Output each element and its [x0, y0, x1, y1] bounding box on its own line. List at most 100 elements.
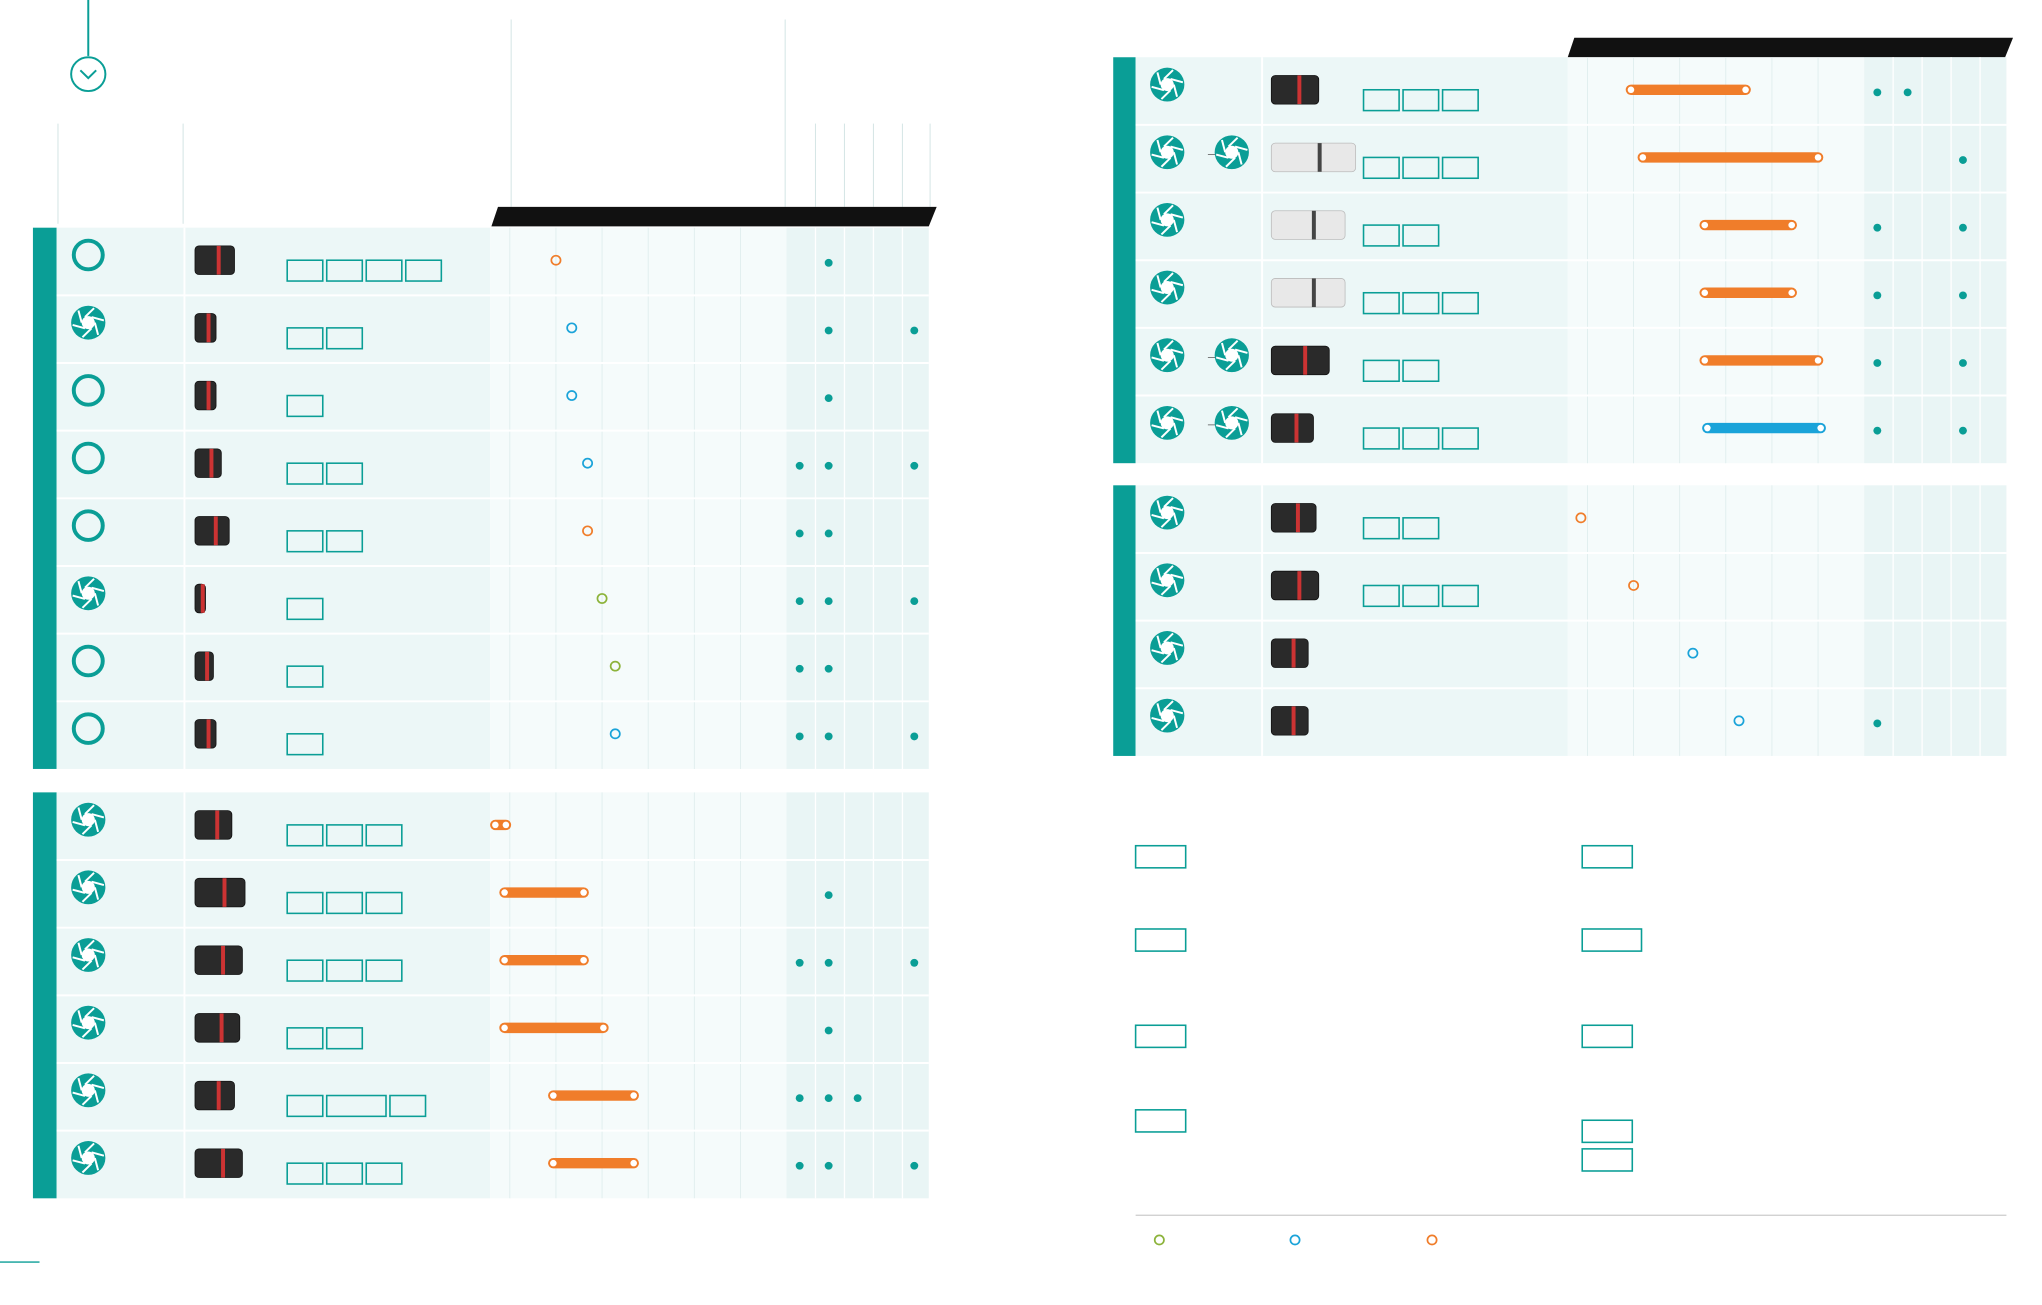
prime-marker	[1733, 715, 1745, 727]
zoom-end	[580, 956, 587, 964]
zoom-end	[501, 956, 508, 964]
aperture-blade	[81, 1095, 93, 1106]
legend-box	[1134, 844, 1187, 869]
aperture-blade	[1170, 709, 1184, 715]
aperture-blade	[1172, 287, 1179, 301]
format-box	[1362, 359, 1400, 383]
format-box	[1402, 291, 1440, 315]
feature-dot	[795, 461, 804, 470]
format-box	[1441, 88, 1479, 112]
ring-icon	[71, 441, 105, 475]
prime-marker	[582, 457, 594, 469]
aperture-blade	[77, 580, 83, 594]
lens-image	[194, 719, 217, 749]
aperture-blade	[77, 310, 83, 323]
feature-dot	[795, 732, 804, 741]
format-box	[365, 959, 403, 982]
format-box	[286, 1027, 324, 1050]
aperture-hole	[1160, 709, 1174, 723]
lens-ring	[1294, 413, 1299, 443]
chevron	[79, 69, 97, 80]
aperture-blade	[1227, 339, 1239, 351]
format-box	[286, 597, 324, 621]
feature-dot	[1873, 719, 1882, 728]
aperture-blade	[1160, 360, 1172, 371]
aperture-blade	[1163, 632, 1174, 644]
feature-dot	[910, 958, 919, 967]
lens-ring	[216, 1081, 221, 1110]
aperture-blade	[1151, 649, 1165, 655]
aperture-blade	[1160, 720, 1172, 731]
format-box	[1362, 156, 1400, 180]
lens-image	[194, 810, 233, 840]
aperture-blade	[72, 1091, 86, 1097]
aperture-hole	[1160, 281, 1174, 295]
lens-image	[194, 448, 222, 478]
aperture-blade	[1163, 700, 1174, 711]
legend-box	[1134, 1024, 1187, 1049]
format-box	[325, 1027, 364, 1050]
aperture-blade	[1172, 715, 1179, 729]
aperture-blade	[1160, 89, 1172, 100]
lens-ring	[213, 516, 218, 546]
format-box	[389, 1094, 427, 1118]
aperture-hole	[1160, 573, 1174, 587]
aperture-blade	[91, 316, 105, 322]
scroll-button[interactable]	[70, 56, 107, 93]
aperture-blade	[1170, 213, 1184, 219]
aperture-blade	[1170, 348, 1184, 354]
aperture-blade	[93, 593, 100, 606]
format-box	[365, 824, 403, 847]
lens-image	[1270, 345, 1330, 376]
feature-dot	[824, 732, 833, 741]
feature-dot	[910, 326, 919, 335]
aperture-blade	[91, 948, 105, 954]
aperture-blade	[1225, 427, 1236, 439]
aperture-blade	[77, 1077, 83, 1091]
prime-marker	[566, 322, 578, 334]
format-box	[1441, 156, 1479, 180]
aperture-blade	[1170, 506, 1184, 512]
feature-dot	[1959, 291, 1967, 300]
aperture-blade	[1227, 407, 1239, 418]
ring-icon	[71, 374, 105, 407]
aperture-hole	[81, 948, 95, 962]
ring-icon	[71, 644, 105, 678]
aperture-blade	[77, 1145, 83, 1159]
zoom-end	[1701, 221, 1709, 229]
aperture-hole	[81, 1083, 95, 1097]
aperture-blade	[1221, 410, 1227, 424]
aperture-blade	[84, 1142, 95, 1154]
aperture-blade	[1237, 151, 1243, 165]
aperture-blade	[72, 594, 86, 600]
aperture-hole	[1160, 348, 1174, 362]
section-bar	[32, 227, 57, 769]
aperture-blade	[1160, 292, 1172, 303]
aperture-blade	[72, 821, 86, 827]
feature-dot	[824, 958, 833, 967]
aperture-blade	[1151, 221, 1165, 227]
aperture-blade	[1172, 84, 1179, 98]
format-box	[286, 394, 324, 418]
aperture-blade	[84, 578, 95, 589]
aperture-blade	[91, 1083, 105, 1089]
feature-dot	[795, 1094, 804, 1103]
feature-dot	[1873, 223, 1882, 232]
aperture-blade	[1215, 356, 1229, 362]
lens-image	[1270, 75, 1320, 105]
aperture-blade	[1156, 410, 1162, 424]
feature-dot	[853, 1094, 862, 1103]
aperture-blade	[1163, 69, 1174, 80]
feature-dot	[824, 1094, 833, 1103]
aperture-blade	[1163, 339, 1174, 351]
format-box	[1362, 517, 1400, 540]
format-box	[325, 462, 364, 485]
format-box	[325, 259, 364, 282]
aperture-blade	[84, 804, 95, 815]
aperture-blade	[91, 813, 105, 819]
aperture-blade	[1160, 652, 1172, 664]
prime-marker	[609, 728, 621, 740]
format-box	[1402, 517, 1440, 540]
aperture-blade	[1172, 219, 1179, 233]
legend-box	[1581, 844, 1634, 869]
